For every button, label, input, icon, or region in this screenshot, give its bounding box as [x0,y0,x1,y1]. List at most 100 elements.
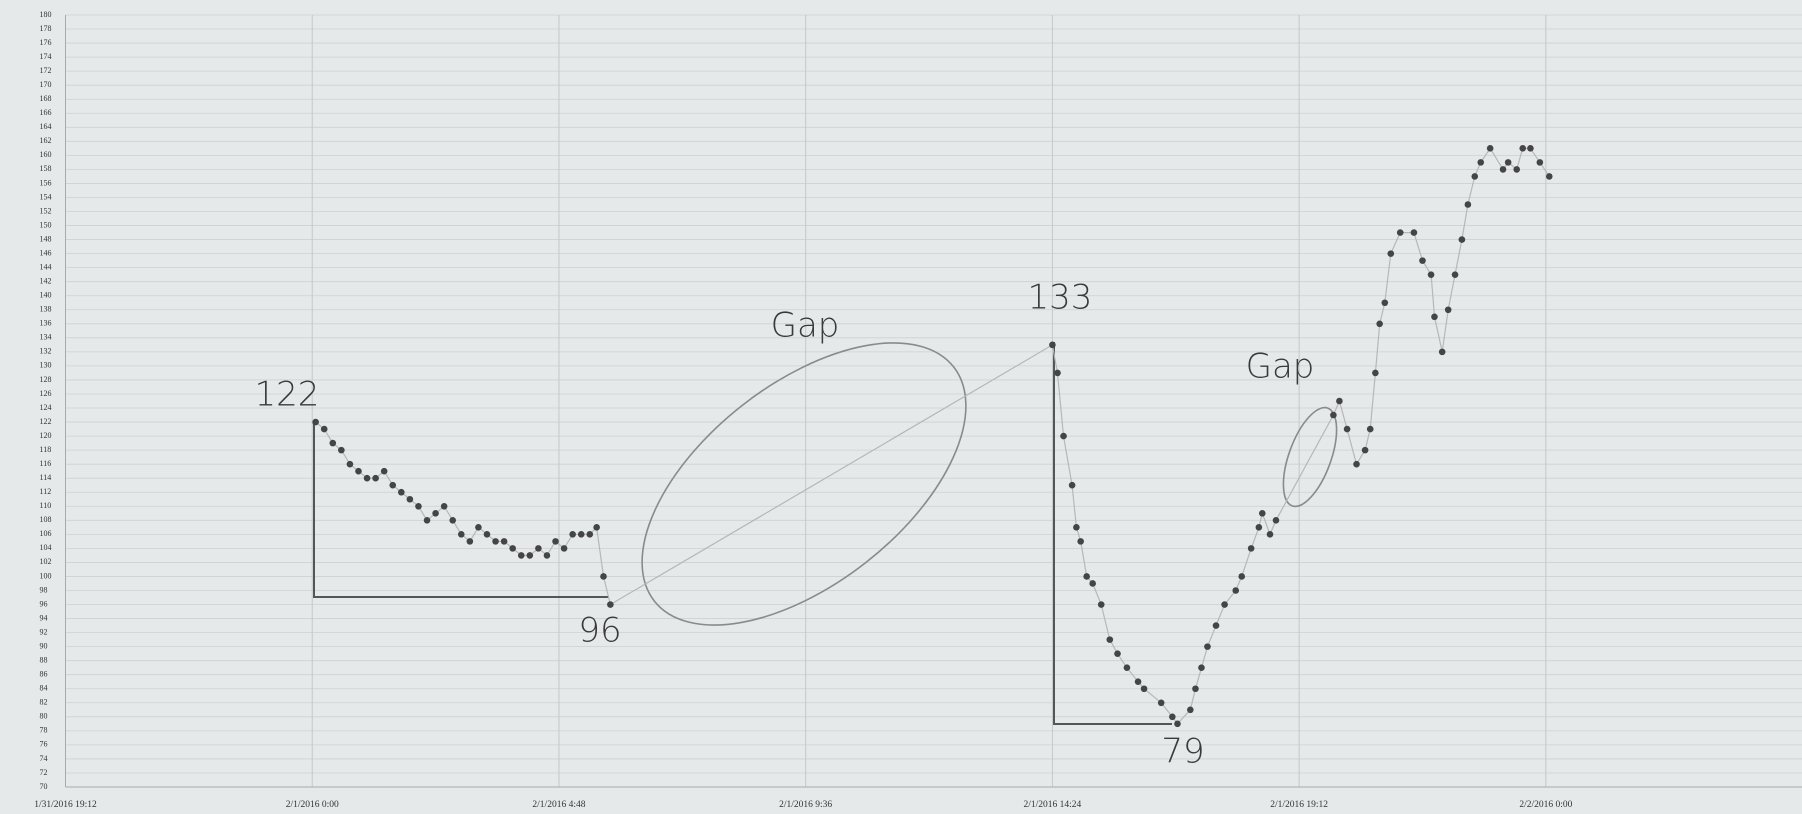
y-tick-label: 106 [40,529,52,538]
data-point [1097,601,1105,608]
annotation: Gap [771,306,840,346]
data-point [1451,271,1459,278]
data-point [1396,229,1404,236]
data-point [1192,685,1199,693]
data-point [1471,173,1479,180]
data-point [483,531,491,538]
data-point [1504,159,1512,166]
gap-circle [1282,406,1338,508]
y-tick-label: 120 [40,431,52,440]
data-point [1366,425,1374,433]
data-point [346,460,354,468]
y-tick-label: 122 [40,417,52,426]
data-point [1255,524,1263,531]
data-point [1372,369,1379,377]
data-point [1464,201,1472,208]
data-point [1247,545,1255,552]
data-point [1444,306,1452,314]
data-point [1361,446,1369,454]
data-point [1198,664,1205,671]
data-point [1376,320,1383,328]
data-point [600,573,607,580]
y-tick-label: 72 [40,768,48,777]
y-tick-label: 102 [40,557,52,566]
data-point [1049,341,1056,349]
data-point [415,502,422,510]
data-point [1486,145,1494,152]
y-tick-label: 84 [40,684,48,693]
bracket [313,423,609,598]
data-point [1169,713,1176,721]
data-point [329,439,337,447]
data-point [509,545,516,552]
data-point [517,552,525,559]
y-tick-label: 86 [40,670,48,679]
y-tick-label: 178 [40,24,52,33]
y-tick-label: 180 [40,10,52,19]
y-tick-label: 88 [40,656,48,665]
data-point [1519,145,1527,152]
y-tick-label: 80 [40,712,48,721]
data-point [338,446,345,454]
data-point [560,545,568,552]
y-tick-label: 124 [40,403,52,412]
y-tick-label: 114 [40,473,52,482]
data-point [535,545,542,552]
data-point [552,538,559,545]
annotation: Gap [1246,347,1315,387]
data-point [1054,369,1061,377]
data-point [543,552,551,559]
x-tick-label: 1/31/2016 19:12 [34,800,97,810]
y-tick-label: 166 [40,108,52,117]
data-point [457,531,465,538]
y-tick-label: 134 [40,333,52,342]
y-tick-label: 76 [40,740,48,749]
data-point [1089,580,1096,587]
y-tick-label: 158 [40,164,52,173]
data-point [1513,166,1521,173]
y-tick-label: 108 [40,515,52,524]
y-tick-label: 142 [40,277,52,286]
data-point [1536,159,1544,166]
data-point [432,509,439,517]
data-point [1140,685,1148,693]
data-point [1106,636,1114,643]
data-point [449,517,457,524]
data-point [500,538,508,545]
data-point [1545,173,1553,180]
data-point [389,481,397,489]
y-tick-label: 176 [40,38,52,47]
y-tick-label: 82 [40,698,48,707]
data-point [1527,145,1534,152]
y-tick-label: 154 [40,192,52,201]
data-point [1068,481,1076,489]
data-point [1330,411,1337,419]
data-point [1353,460,1360,468]
data-point [1077,538,1084,545]
data-point [1221,601,1228,608]
y-tick-label: 174 [40,52,52,61]
data-point [1266,531,1274,538]
data-point [1381,299,1389,307]
data-point [1157,699,1165,707]
y-tick-label: 118 [40,445,52,454]
y-tick-label: 136 [40,319,52,328]
data-point [1238,573,1246,580]
x-tick-label: 2/1/2016 14:24 [1024,800,1082,810]
x-tick-label: 2/1/2016 9:36 [779,800,832,810]
data-point [1458,236,1466,243]
data-point [312,418,319,426]
data-point [1073,524,1080,531]
y-tick-label: 128 [40,375,52,384]
data-point [593,524,600,531]
data-point [1431,313,1438,321]
data-point [1123,664,1131,671]
data-point [526,552,534,559]
annotation: 96 [578,611,621,651]
data-point [586,531,594,538]
data-point [1387,250,1395,257]
y-tick-label: 110 [40,501,52,510]
data-point [1477,159,1485,166]
data-point [320,425,328,433]
